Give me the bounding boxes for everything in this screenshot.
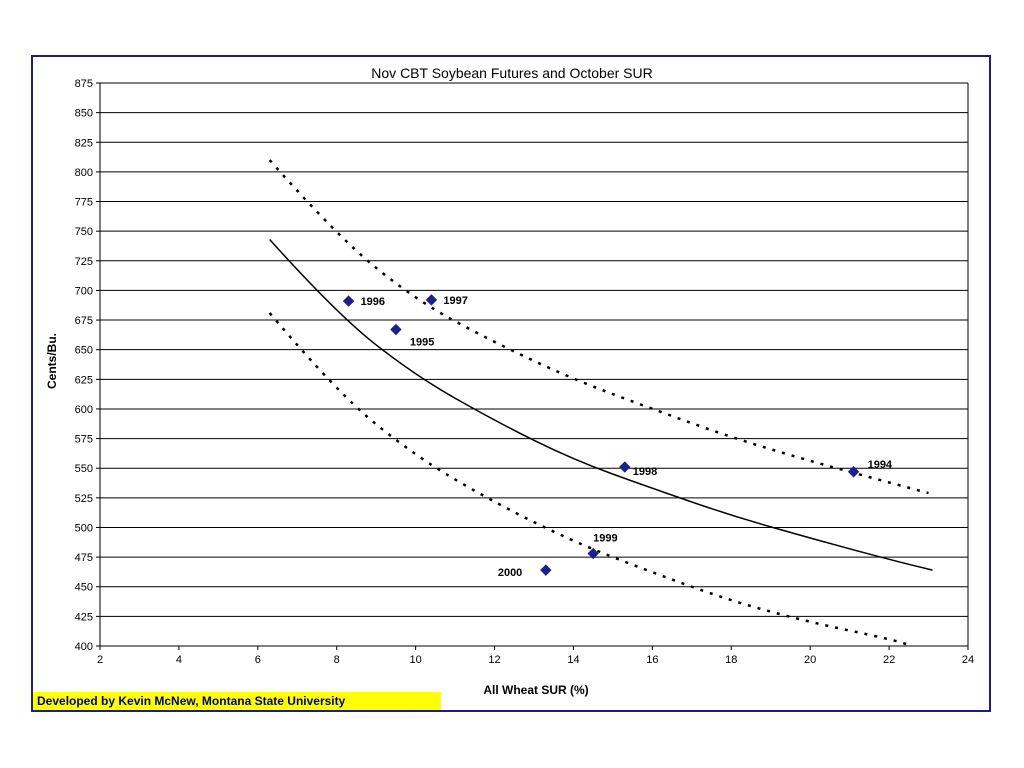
gridlines [100, 82, 968, 647]
y-tick-label: 475 [75, 552, 93, 564]
x-tick-label: 14 [567, 654, 579, 666]
y-tick-label: 500 [75, 522, 93, 534]
trend-curves [268, 159, 933, 648]
data-label: 1994 [868, 459, 893, 471]
data-label: 1996 [361, 296, 385, 308]
y-tick-label: 775 [75, 197, 93, 209]
data-points: 1994 1995 1996 1997 1998 1999 2000 [342, 294, 893, 579]
x-tick-label: 2 [97, 654, 103, 666]
y-tick-label: 400 [75, 641, 93, 653]
x-tick-label: 8 [334, 654, 340, 666]
x-tick-label: 12 [488, 654, 500, 666]
x-tick-label: 10 [410, 654, 422, 666]
data-point [342, 295, 355, 307]
data-point [619, 461, 631, 473]
data-point [390, 323, 402, 336]
y-tick-label: 875 [75, 78, 93, 90]
x-tick-label: 24 [962, 654, 974, 666]
credit-banner: Developed by Kevin McNew, Montana State … [33, 692, 441, 710]
data-label: 1998 [633, 466, 657, 478]
x-tick-label: 16 [646, 654, 658, 666]
y-tick-label: 700 [75, 285, 93, 297]
y-tick-label: 575 [75, 434, 93, 446]
data-point [587, 547, 599, 560]
trend-curve-center [269, 238, 933, 571]
y-tick-label: 725 [75, 256, 93, 268]
y-tick-label: 550 [75, 463, 93, 475]
chart-title: Nov CBT Soybean Futures and October SUR [371, 65, 652, 81]
data-label: 1999 [593, 533, 617, 545]
data-label: 1995 [410, 337, 434, 349]
axes: 400 425 450 475 500 525 550 575 600 625 650 675 700 7… [75, 78, 974, 666]
y-axis-label: Cents/Bu. [45, 333, 59, 389]
data-label: 2000 [498, 567, 522, 579]
x-tick-label: 18 [725, 654, 737, 666]
x-axis-label: All Wheat SUR (%) [483, 683, 588, 697]
y-tick-label: 425 [75, 611, 93, 623]
trend-curve-bound [268, 159, 929, 495]
y-tick-label: 525 [75, 493, 93, 505]
y-tick-label: 650 [75, 345, 93, 357]
y-tick-label: 600 [75, 404, 93, 416]
trend-curve-bound [268, 312, 914, 648]
y-tick-label: 825 [75, 137, 93, 149]
data-point [425, 294, 438, 306]
y-tick-label: 625 [75, 374, 93, 386]
y-tick-label: 450 [75, 582, 93, 594]
x-tick-label: 22 [883, 654, 895, 666]
x-tick-label: 6 [255, 654, 261, 666]
y-tick-label: 800 [75, 167, 93, 179]
chart-frame [31, 55, 991, 712]
data-label: 1997 [443, 295, 467, 307]
data-point [540, 564, 552, 576]
y-tick-label: 675 [75, 315, 93, 327]
data-point [847, 466, 860, 478]
y-tick-label: 750 [75, 226, 93, 238]
x-tick-label: 4 [176, 654, 182, 666]
x-tick-label: 20 [804, 654, 816, 666]
y-tick-label: 850 [75, 108, 93, 120]
